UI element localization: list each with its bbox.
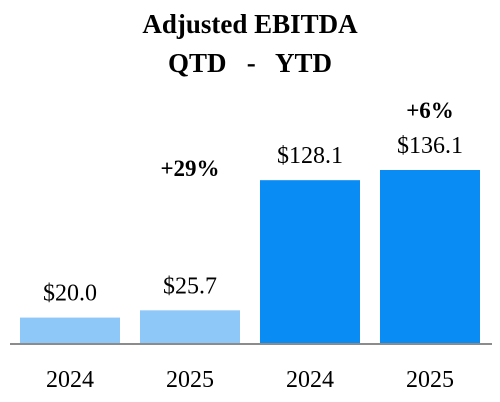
x-tick-label: 2025: [166, 367, 214, 393]
value-label: $25.7: [163, 273, 217, 299]
value-label: $128.1: [277, 143, 343, 169]
bar-qtd-2025: [140, 310, 240, 343]
growth-annotation: +29%: [160, 156, 219, 181]
bars-group: [20, 170, 480, 343]
x-tick-label: 2024: [286, 367, 334, 393]
bar-ytd-2024: [260, 180, 360, 343]
chart-title: Adjusted EBITDA: [142, 9, 358, 39]
x-tick-labels-group: 2024 2025 2024 2025: [46, 367, 454, 393]
growth-annotation: +6%: [406, 98, 454, 123]
x-tick-label: 2024: [46, 367, 94, 393]
value-labels-group: $20.0 $25.7 $128.1 $136.1: [43, 133, 463, 307]
value-label: $20.0: [43, 281, 97, 307]
bar-qtd-2024: [20, 317, 120, 343]
value-label: $136.1: [397, 133, 463, 159]
bar-ytd-2025: [380, 170, 480, 343]
annotations-group: +29% +6%: [160, 98, 453, 181]
x-tick-label: 2025: [406, 367, 454, 393]
chart-subtitle: QTD - YTD: [168, 48, 332, 78]
